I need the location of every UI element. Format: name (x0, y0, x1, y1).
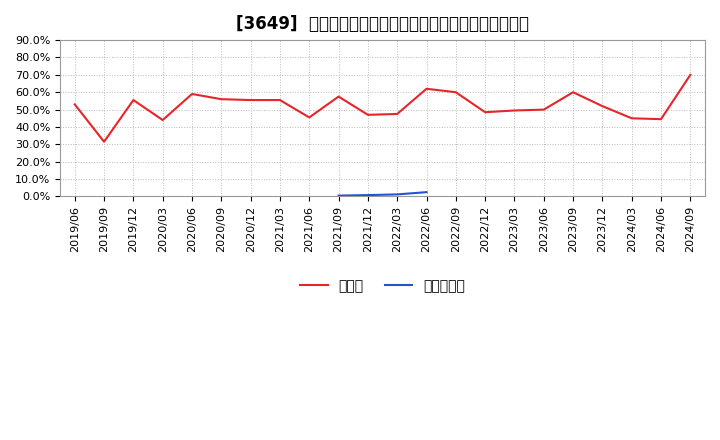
現預金 (364, 112, 372, 117)
有利子負債 (364, 192, 372, 198)
現預金 (451, 90, 460, 95)
Legend: 現預金, 有利子負債: 現預金, 有利子負債 (294, 274, 471, 299)
有利子負債 (393, 192, 402, 197)
現預金 (627, 116, 636, 121)
現預金 (129, 97, 138, 103)
現預金 (510, 108, 519, 113)
現預金 (100, 139, 109, 144)
現預金 (422, 86, 431, 92)
現預金 (188, 92, 197, 97)
有利子負債 (334, 193, 343, 198)
現預金 (598, 103, 607, 109)
Line: 現預金: 現預金 (75, 75, 690, 142)
現預金 (686, 72, 695, 77)
現預金 (246, 97, 255, 103)
現預金 (305, 115, 314, 120)
現預金 (334, 94, 343, 99)
現預金 (481, 110, 490, 115)
現預金 (393, 111, 402, 117)
現預金 (569, 90, 577, 95)
Line: 有利子負債: 有利子負債 (338, 192, 426, 196)
Title: [3649]  現預金、有利子負債の総資産に対する比率の推移: [3649] 現預金、有利子負債の総資産に対する比率の推移 (236, 15, 529, 33)
有利子負債 (422, 190, 431, 195)
現預金 (217, 96, 225, 102)
現預金 (71, 102, 79, 107)
現預金 (158, 117, 167, 123)
現預金 (657, 117, 665, 122)
現預金 (539, 107, 548, 112)
現預金 (276, 97, 284, 103)
